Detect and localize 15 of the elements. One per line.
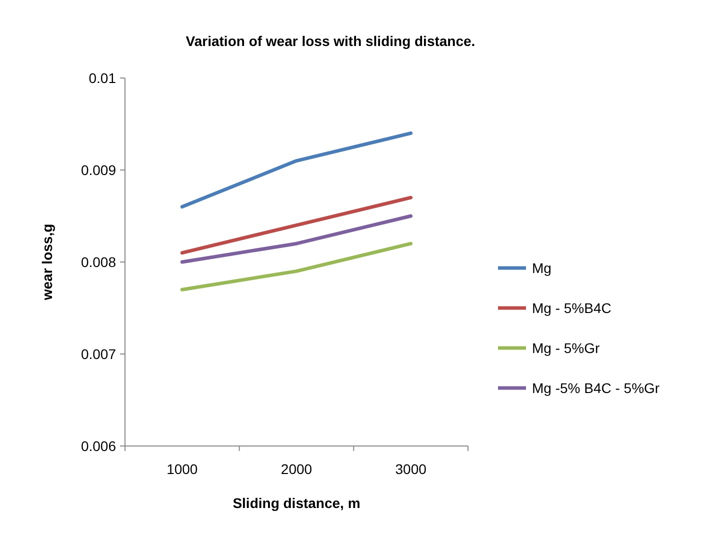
x-tick-label: 2000 [280, 461, 312, 477]
y-tick-label: 0.007 [80, 346, 116, 362]
y-tick-label: 0.009 [80, 162, 116, 178]
y-tick-label: 0.01 [88, 70, 116, 86]
legend-label: Mg [532, 260, 552, 276]
legend-label: Mg - 5%Gr [532, 340, 600, 356]
x-tick-label: 1000 [166, 461, 198, 477]
x-tick-label: 3000 [395, 461, 427, 477]
legend-label: Mg -5% B4C - 5%Gr [532, 380, 660, 396]
y-axis-title: wear loss,g [39, 224, 55, 302]
legend-label: Mg - 5%B4C [532, 300, 612, 316]
y-tick-label: 0.006 [80, 438, 116, 454]
x-axis-title: Sliding distance, m [232, 495, 360, 511]
y-tick-label: 0.008 [80, 254, 116, 270]
chart-title: Variation of wear loss with sliding distance. [186, 33, 476, 49]
